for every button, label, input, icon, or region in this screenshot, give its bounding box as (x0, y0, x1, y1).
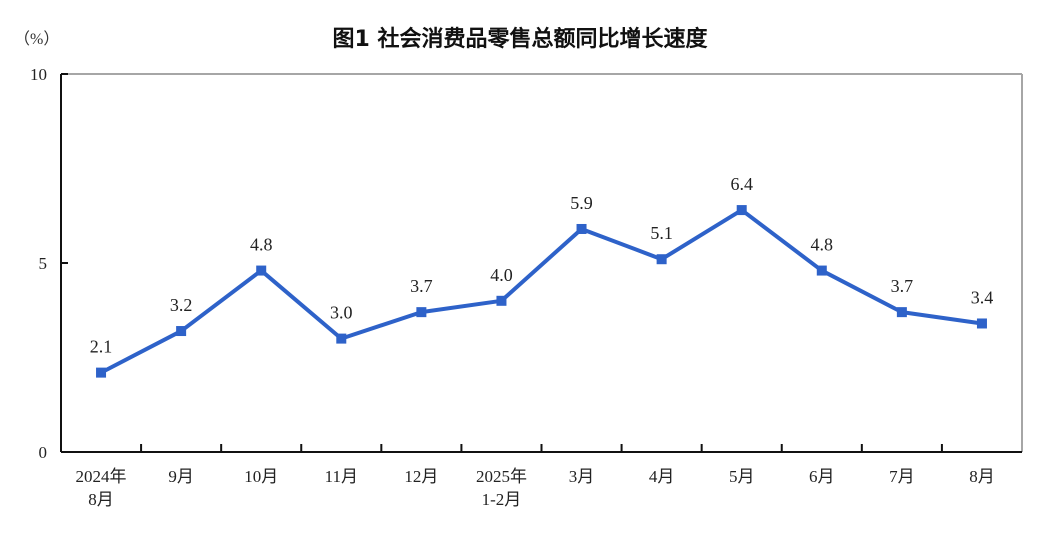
data-point (336, 333, 347, 344)
data-label: 3.0 (330, 303, 353, 323)
y-axis-unit: （%） (14, 30, 59, 48)
data-label: 3.7 (410, 276, 433, 296)
x-tick-label: 3月 (569, 467, 595, 486)
x-tick-label: 8月 (969, 467, 995, 486)
data-label: 2.1 (90, 337, 113, 357)
data-point (896, 307, 907, 318)
data-label: 4.0 (490, 265, 513, 285)
x-tick-label: 5月 (729, 467, 755, 486)
x-tick-label: 9月 (168, 467, 194, 486)
y-tick-label: 0 (39, 443, 48, 462)
y-tick-label: 10 (30, 65, 47, 84)
data-label: 6.4 (730, 174, 753, 194)
data-point (496, 295, 507, 306)
data-point (96, 367, 107, 378)
x-tick-label: 12月 (404, 467, 438, 486)
x-tick-label: 2024年 (76, 467, 127, 486)
x-tick-label: 11月 (325, 467, 358, 486)
data-point (656, 254, 667, 265)
x-tick-label: 8月 (88, 490, 114, 509)
data-label: 4.8 (250, 235, 273, 255)
data-point (576, 223, 587, 234)
data-point (416, 307, 427, 318)
x-tick-label: 10月 (244, 467, 278, 486)
data-label: 4.8 (811, 235, 834, 255)
data-point (736, 205, 747, 216)
data-point (976, 318, 987, 329)
data-label: 5.1 (650, 223, 673, 243)
y-tick-label: 5 (39, 254, 48, 273)
series-line (100, 208, 983, 375)
data-label: 5.9 (570, 193, 593, 213)
data-label: 3.4 (971, 287, 994, 307)
data-label: 3.7 (891, 276, 914, 296)
data-label: 3.2 (170, 295, 193, 315)
x-tick-label: 1-2月 (482, 490, 522, 509)
x-tick-label: 7月 (889, 467, 915, 486)
chart-title: 图1 社会消费品零售总额同比增长速度 (333, 26, 709, 52)
data-point (256, 265, 267, 276)
data-point (176, 326, 187, 337)
data-point (816, 265, 827, 276)
x-tick-label: 4月 (649, 467, 675, 486)
x-tick-label: 6月 (809, 467, 835, 486)
x-tick-label: 2025年 (476, 467, 527, 486)
